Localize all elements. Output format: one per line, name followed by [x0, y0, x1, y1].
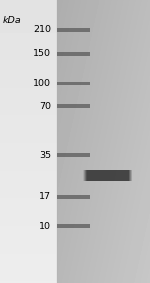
Bar	[120, 170, 121, 181]
Bar	[90, 170, 91, 181]
Bar	[98, 170, 99, 181]
Bar	[129, 170, 130, 181]
Bar	[86, 170, 87, 181]
Bar	[95, 170, 96, 181]
Text: 35: 35	[39, 151, 51, 160]
Bar	[57, 195, 90, 199]
Text: kDa: kDa	[3, 16, 22, 25]
Bar	[57, 82, 90, 85]
Bar	[87, 170, 88, 181]
Bar	[117, 170, 118, 181]
Bar	[113, 170, 114, 181]
Bar	[85, 170, 86, 181]
Bar	[131, 170, 132, 181]
Bar	[126, 170, 127, 181]
Bar	[106, 170, 107, 181]
Bar	[93, 170, 94, 181]
Text: 70: 70	[39, 102, 51, 111]
Bar	[106, 170, 107, 181]
Bar	[114, 170, 115, 181]
Bar	[90, 170, 91, 181]
Bar	[126, 170, 127, 181]
Bar	[94, 170, 95, 181]
Bar	[130, 170, 131, 181]
Bar	[111, 170, 112, 181]
Text: 150: 150	[33, 49, 51, 58]
Bar	[105, 170, 106, 181]
Bar	[104, 170, 105, 181]
Bar	[93, 170, 94, 181]
Bar	[82, 170, 83, 181]
Bar	[109, 170, 110, 181]
Bar	[89, 170, 90, 181]
Bar	[99, 170, 100, 181]
Bar	[115, 170, 116, 181]
Bar	[127, 170, 128, 181]
Text: 10: 10	[39, 222, 51, 231]
Bar	[118, 170, 119, 181]
Bar	[102, 170, 103, 181]
Text: 210: 210	[33, 25, 51, 34]
Bar	[128, 170, 129, 181]
Bar	[111, 170, 112, 181]
Bar	[124, 170, 125, 181]
Text: 100: 100	[33, 79, 51, 88]
Bar	[132, 170, 133, 181]
Bar	[108, 170, 109, 181]
Bar	[122, 170, 123, 181]
Bar	[87, 170, 88, 181]
Bar	[103, 170, 104, 181]
Bar	[99, 170, 100, 181]
Bar	[112, 170, 113, 181]
Bar	[121, 170, 122, 181]
Bar	[129, 170, 130, 181]
Bar	[84, 170, 85, 181]
Bar	[88, 170, 89, 181]
Bar	[103, 170, 104, 181]
Bar	[83, 170, 84, 181]
Bar	[96, 170, 97, 181]
Bar	[57, 153, 90, 157]
Bar	[57, 224, 90, 228]
Bar	[123, 170, 124, 181]
Bar	[57, 28, 90, 32]
Bar	[123, 170, 124, 181]
Bar	[124, 170, 125, 181]
Bar	[120, 170, 121, 181]
Bar	[96, 170, 97, 181]
Bar	[117, 170, 118, 181]
Bar	[92, 170, 93, 181]
Bar	[110, 170, 111, 181]
Bar	[100, 170, 101, 181]
Bar	[116, 170, 117, 181]
Bar	[91, 170, 92, 181]
Bar	[85, 170, 86, 181]
Bar	[102, 170, 103, 181]
Bar	[101, 170, 102, 181]
Bar	[94, 170, 95, 181]
Bar	[105, 170, 106, 181]
Bar	[84, 170, 85, 181]
Bar	[88, 170, 89, 181]
Bar	[57, 52, 90, 56]
Bar	[97, 170, 98, 181]
Bar	[114, 170, 115, 181]
Bar	[57, 104, 90, 108]
Bar	[112, 170, 113, 181]
Text: 17: 17	[39, 192, 51, 201]
Bar	[125, 170, 126, 181]
Bar	[108, 170, 109, 181]
Bar	[118, 170, 119, 181]
Bar	[100, 170, 101, 181]
Bar	[119, 170, 120, 181]
Bar	[107, 170, 108, 181]
Bar	[130, 170, 131, 181]
